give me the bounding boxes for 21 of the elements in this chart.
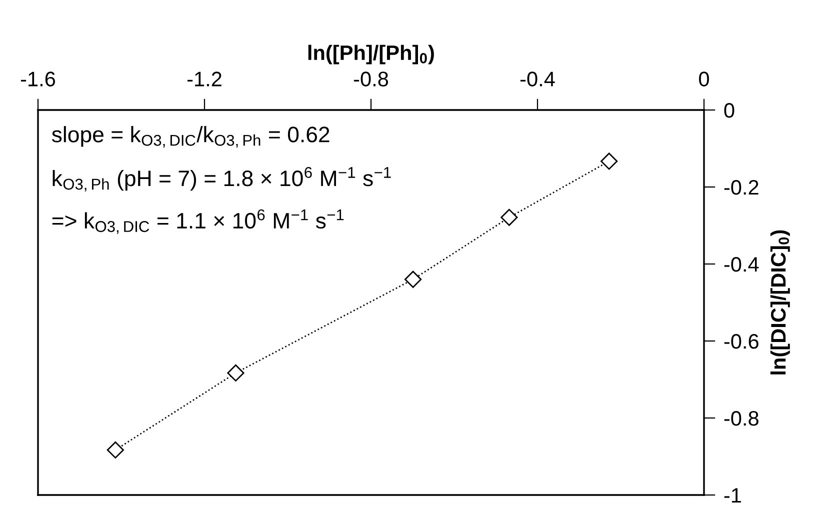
y-tick-label: -0.6 [724,334,758,349]
point [106,441,124,459]
y-tick-label: -0.4 [724,257,759,272]
x-tick-label: -0.4 [520,72,555,86]
x-axis-title: ln([Ph]/[Ph]$_{0}$) [308,44,434,64]
y-tick-label: -1 [724,488,741,503]
x-tick-label: -1.2 [187,72,222,86]
annotation: => k$_{O3,DIC}$ = 1.1 × 10$^{6}$ M$^{−1}$ s$^{−1}$ [52,209,344,234]
annotation: slope = k$_{O3,DIC}$/k$_{O3,Ph}$ = 0.62 [52,126,330,148]
point [500,208,518,226]
point [600,152,618,170]
annotation: k$_{O3,Ph}$ (pH = 7) = 1.8 × 10$^{6}$ M$^{−1}$ s$^{−1}$ [52,166,391,192]
x-tick-label: 0 [699,72,709,86]
x-tick-label: -1.6 [20,72,56,86]
y-axis-title: ln([DIC]/[DIC]$_{0}$) [770,230,790,374]
y-tick-label: -0.8 [724,411,758,426]
point [404,270,422,288]
x-tick-label: -0.8 [354,72,388,86]
y-tick-label: -0.2 [724,180,758,195]
point [227,364,244,382]
y-tick-label: 0 [724,103,734,118]
